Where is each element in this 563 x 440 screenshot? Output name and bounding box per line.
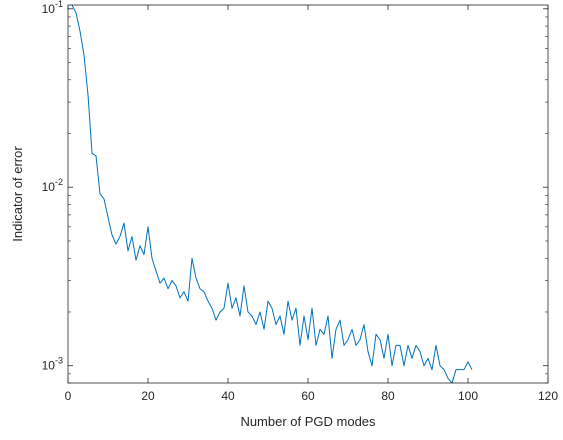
y-tick-exponent: -3 bbox=[55, 356, 63, 366]
y-axis-label: Indicator of error bbox=[10, 146, 25, 242]
x-tick-label: 0 bbox=[65, 389, 72, 403]
x-axis-ticks: 0 20 40 60 80 100 120 bbox=[65, 5, 558, 403]
y-tick-exponent: -1 bbox=[55, 0, 63, 9]
y-tick-exponent: -2 bbox=[55, 177, 63, 187]
x-tick-label: 100 bbox=[458, 389, 478, 403]
y-tick-base: 10 bbox=[42, 2, 56, 16]
x-tick-label: 20 bbox=[141, 389, 155, 403]
y-tick-base: 10 bbox=[42, 180, 56, 194]
x-tick-label: 60 bbox=[301, 389, 315, 403]
y-tick-label: 10-1 bbox=[42, 0, 63, 16]
x-tick-label: 80 bbox=[381, 389, 395, 403]
x-tick-label: 120 bbox=[538, 389, 558, 403]
error-series-line bbox=[71, 4, 473, 384]
series-layer bbox=[71, 4, 473, 384]
x-tick-label: 40 bbox=[221, 389, 235, 403]
y-tick-base: 10 bbox=[42, 359, 56, 373]
y-tick-label: 10-2 bbox=[42, 177, 63, 194]
x-axis-label: Number of PGD modes bbox=[240, 414, 376, 429]
y-axis-ticks: 10-110-210-3 bbox=[42, 0, 548, 384]
plot-background bbox=[68, 5, 548, 383]
y-tick-label: 10-3 bbox=[42, 356, 63, 373]
